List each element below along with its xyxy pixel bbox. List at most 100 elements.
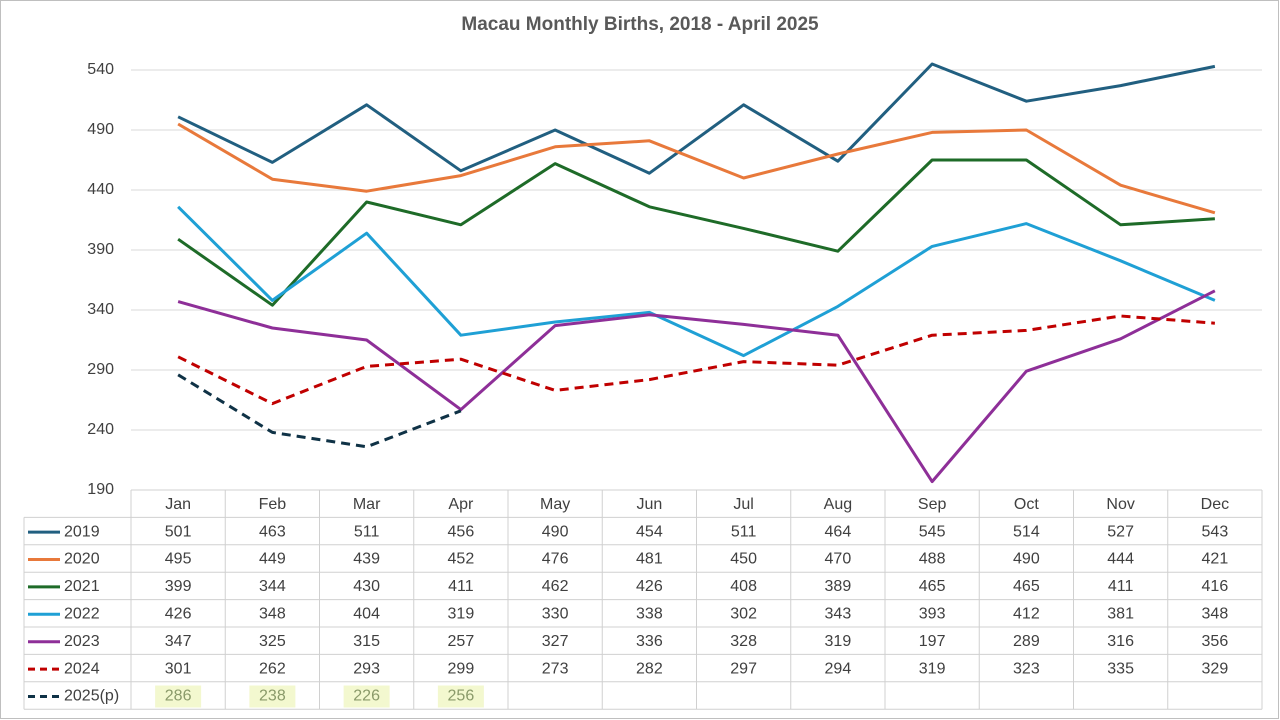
table-value: 501 [165,523,192,540]
x-tick-label: Aug [824,496,852,513]
table-value: 450 [730,551,757,568]
table-value: 302 [730,606,757,623]
x-tick-label: Jan [165,496,191,513]
table-value: 336 [636,633,663,650]
table-value: 430 [353,578,380,595]
legend-label: 2020 [64,551,100,568]
series-line [177,158,1215,307]
table-value: 226 [353,688,380,705]
y-tick-label: 440 [87,181,114,198]
table-value: 315 [353,633,380,650]
table-value: 393 [919,606,946,623]
table-value: 256 [448,688,475,705]
table-value: 335 [1107,660,1134,677]
table-value: 444 [1107,551,1134,568]
y-tick-label: 290 [87,361,114,378]
table-value: 488 [919,551,946,568]
table-value: 301 [165,660,192,677]
table-value: 344 [259,578,286,595]
series-line [177,314,1215,406]
x-tick-label: Apr [448,496,474,513]
table-value: 439 [353,551,380,568]
table-value: 456 [448,523,475,540]
table-value: 543 [1202,523,1229,540]
y-tick-label: 240 [87,421,114,438]
table-value: 454 [636,523,663,540]
y-tick-label: 490 [87,121,114,138]
table-value: 465 [1013,578,1040,595]
table-value: 330 [542,606,569,623]
table-value: 197 [919,633,946,650]
table-value: 416 [1202,578,1229,595]
table-value: 356 [1202,633,1229,650]
cell-highlight [437,685,484,708]
x-tick-label: Feb [259,496,287,513]
table-value: 389 [825,578,852,595]
table-value: 347 [165,633,192,650]
table-value: 294 [825,660,852,677]
table-value: 412 [1013,606,1040,623]
x-tick-label: May [540,496,570,513]
table-value: 338 [636,606,663,623]
table-value: 328 [730,633,757,650]
table-value: 381 [1107,606,1134,623]
series-line [177,289,1216,484]
chart-title: Macau Monthly Births, 2018 - April 2025 [461,14,819,35]
table-value: 329 [1202,660,1229,677]
table-value: 464 [825,523,852,540]
table-value: 399 [165,578,192,595]
table-value: 490 [542,523,569,540]
series-line [177,122,1216,215]
table-value: 511 [731,523,757,540]
table-value: 297 [730,660,757,677]
table-value: 404 [353,606,380,623]
legend-label: 2019 [64,523,100,540]
table-value: 323 [1013,660,1040,677]
x-tick-label: Oct [1014,496,1039,513]
table-value: 319 [825,633,852,650]
table-value: 319 [448,606,475,623]
table-value: 514 [1013,523,1040,540]
table-value: 527 [1107,523,1134,540]
x-tick-label: Jul [733,496,753,513]
table-value: 286 [165,688,192,705]
table-value: 273 [542,660,569,677]
series-line [177,62,1216,175]
legend-label: 2023 [64,633,100,650]
x-tick-label: Jun [636,496,662,513]
table-value: 348 [259,606,286,623]
table-value: 348 [1202,606,1229,623]
table-value: 449 [259,551,286,568]
table-value: 511 [354,523,380,540]
table-value: 411 [1108,578,1134,595]
table-value: 426 [165,606,192,623]
table-value: 343 [825,606,852,623]
y-tick-label: 540 [87,61,114,78]
legend-label: 2025(p) [64,688,119,705]
table-value: 408 [730,578,757,595]
legend-label: 2021 [64,578,100,595]
y-tick-label: 340 [87,301,114,318]
table-value: 421 [1202,551,1229,568]
table-value: 282 [636,660,663,677]
table-value: 238 [259,688,286,705]
table-value: 299 [448,660,475,677]
table-value: 325 [259,633,286,650]
table-value: 316 [1107,633,1134,650]
legend-label: 2024 [64,660,100,677]
table-value: 490 [1013,551,1040,568]
table-value: 465 [919,578,946,595]
table-value: 293 [353,660,380,677]
table-value: 411 [448,578,474,595]
cell-highlight [343,685,390,708]
table-value: 481 [636,551,663,568]
y-tick-label: 390 [87,241,114,258]
cell-highlight [155,685,202,708]
x-tick-label: Mar [353,496,381,513]
table-value: 470 [825,551,852,568]
table-value: 257 [448,633,475,650]
legend-label: 2022 [64,606,100,623]
table-value: 462 [542,578,569,595]
